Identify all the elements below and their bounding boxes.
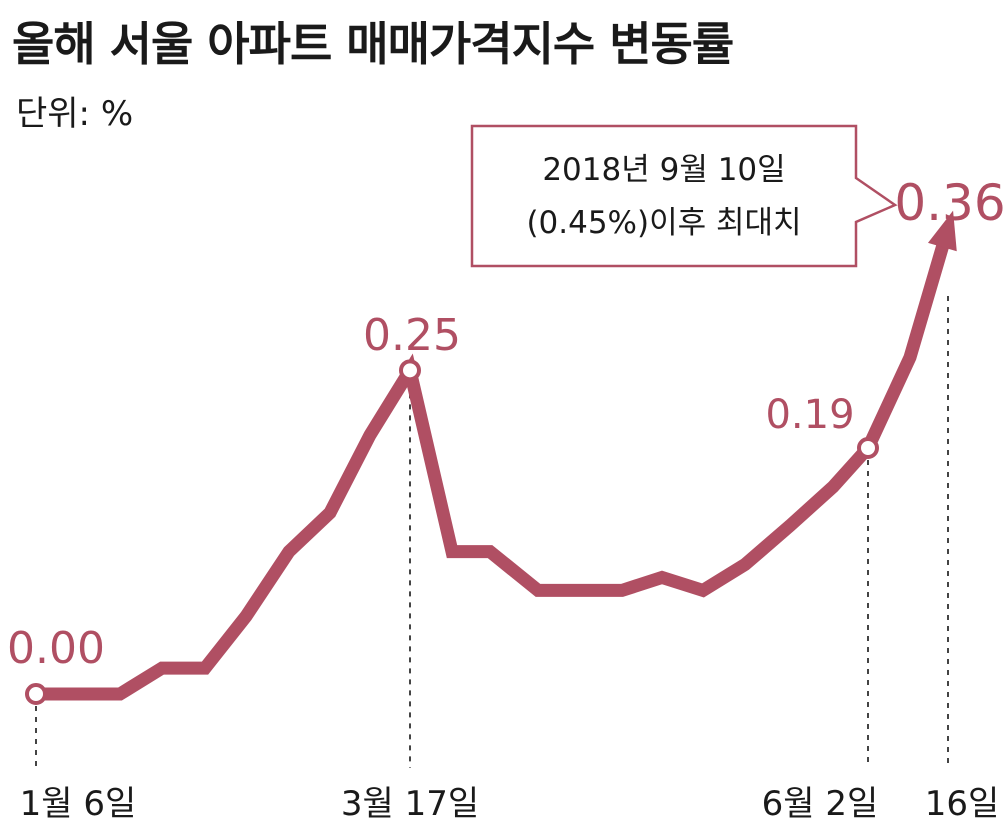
value-labels: 0.00 0.25 0.19 0.36	[7, 174, 1004, 674]
x-tick-labels: 1월 6일 3월 17일 6월 2일 16일	[20, 784, 1000, 824]
annotation-line1: 2018년 9월 10일	[542, 152, 785, 188]
value-label-9: 0.25	[363, 310, 461, 361]
x-tick-label-20: 6월 2일	[762, 784, 879, 824]
x-tick-label-22: 16일	[925, 784, 1000, 824]
x-tick-label-9: 3월 17일	[341, 784, 479, 824]
value-label-0: 0.00	[7, 623, 105, 674]
arrow-head	[927, 210, 957, 252]
annotation-line2: (0.45%)이후 최대치	[526, 205, 801, 241]
annotation-box: 2018년 9월 10일 (0.45%)이후 최대치	[470, 124, 898, 268]
chart-title: 올해 서울 아파트 매매가격지수 변동률	[12, 17, 734, 71]
point-marker-0	[25, 683, 47, 705]
unit-label: 단위: %	[16, 94, 134, 134]
point-marker-9	[399, 359, 421, 382]
value-label-22: 0.36	[894, 174, 1004, 232]
point-marker-20	[857, 437, 879, 459]
annotation-callout	[470, 124, 898, 268]
x-tick-label-0: 1월 6일	[20, 784, 137, 824]
point-markers	[25, 359, 879, 705]
series-line	[36, 237, 951, 701]
guide-lines	[35, 296, 949, 768]
value-label-20: 0.19	[765, 392, 854, 438]
